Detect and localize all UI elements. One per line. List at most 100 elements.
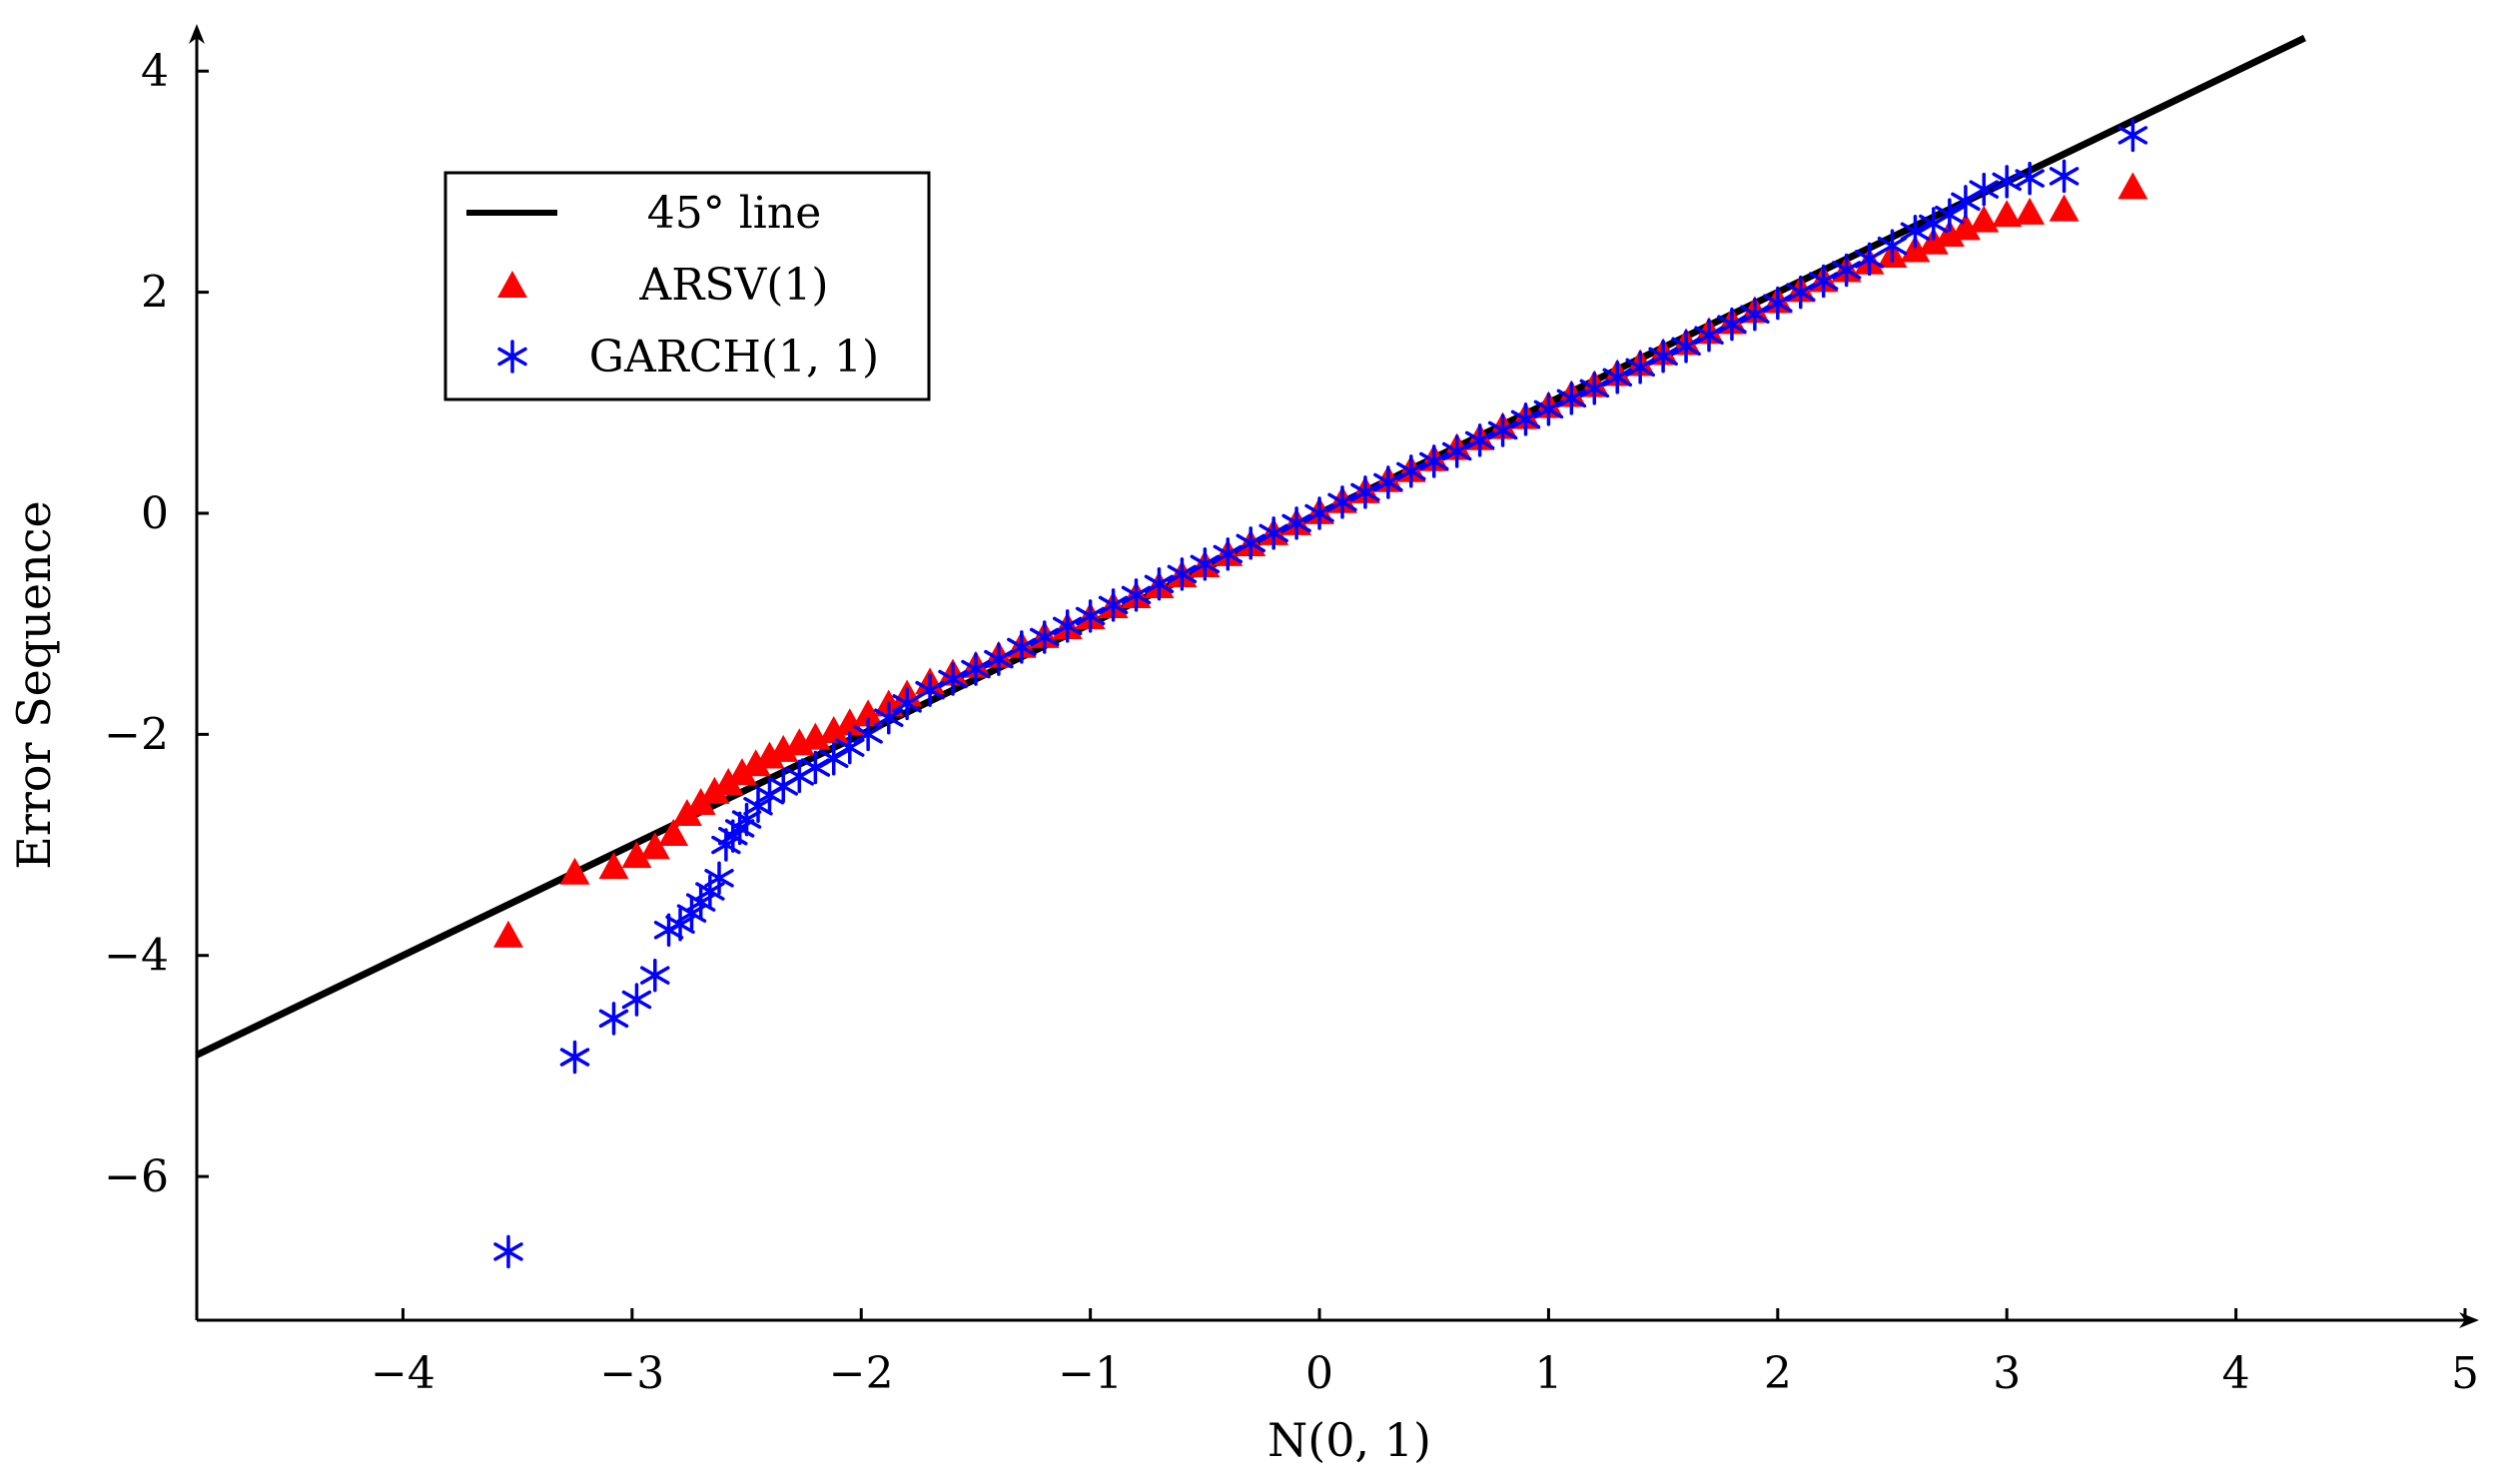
garch-point: [1007, 630, 1037, 664]
garch-point: [1786, 275, 1816, 310]
garch-point: [1144, 567, 1175, 601]
garch-point: [559, 1040, 590, 1075]
garch-point: [1373, 465, 1403, 499]
y-tick-label: 4: [141, 46, 169, 97]
y-tick-label: −2: [104, 709, 169, 760]
arsv-point: [559, 857, 590, 885]
arsv-point: [1918, 227, 1949, 255]
legend-marker-arsv: [497, 271, 527, 298]
garch-point: [621, 983, 652, 1017]
garch-point: [1281, 506, 1311, 540]
legend-label-arsv: ARSV(1): [638, 260, 828, 311]
garch-point: [1648, 340, 1678, 373]
data-layer: [195, 34, 2306, 1269]
x-tick-label: 4: [2222, 1348, 2250, 1399]
garch-point: [1487, 413, 1518, 447]
garch-point: [598, 1002, 629, 1036]
garch-point: [1236, 526, 1265, 560]
garch-point: [493, 1234, 523, 1269]
garch-point: [853, 717, 883, 752]
arsv-point: [2049, 194, 2080, 222]
arsv-point: [2015, 197, 2046, 225]
garch-point: [1877, 229, 1908, 263]
arsv-point: [685, 787, 716, 815]
garch-point: [1396, 454, 1426, 488]
arsv-point: [740, 749, 771, 777]
garch-point: [1510, 402, 1541, 436]
garch-point: [1556, 381, 1587, 415]
garch-point: [1831, 253, 1862, 288]
arsv-point: [818, 716, 849, 744]
arsv-point: [1969, 205, 2000, 233]
garch-point: [1167, 557, 1198, 591]
garch-point: [915, 673, 945, 707]
x-tick-label: 5: [2451, 1348, 2479, 1399]
legend-marker-garch: [497, 340, 527, 373]
garch-point: [731, 802, 762, 837]
garch-point: [2015, 161, 2045, 196]
garch-point: [1213, 537, 1244, 571]
arsv-point: [713, 768, 744, 796]
x-tick-label: 1: [1534, 1348, 1562, 1399]
legend-label-45-line: 45° line: [647, 188, 822, 239]
garch-point: [1030, 620, 1060, 654]
garch-point: [2117, 118, 2148, 153]
x-tick-label: 2: [1764, 1348, 1792, 1399]
garch-point: [1075, 599, 1106, 633]
garch-point: [665, 907, 695, 942]
garch-point: [1969, 172, 2000, 207]
garch-point: [1190, 547, 1221, 581]
garch-point: [1418, 444, 1449, 478]
y-axis-arrow: [189, 24, 205, 44]
arsv-point: [639, 832, 670, 860]
x-tick-label: −1: [1058, 1348, 1123, 1399]
garch-point: [1350, 475, 1380, 509]
garch-point: [704, 861, 734, 895]
arsv-point: [1950, 213, 1981, 241]
x-tick-label: −3: [599, 1348, 664, 1399]
garch-point: [1327, 485, 1357, 519]
garch-point: [2049, 159, 2080, 194]
legend-label-garch: GARCH(1, 1): [589, 332, 879, 382]
garch-point: [1533, 392, 1564, 426]
garch-point: [1464, 423, 1495, 457]
garch-point: [1694, 319, 1724, 353]
garch-point: [1579, 371, 1610, 405]
garch-point: [1259, 516, 1288, 550]
arsv-point: [658, 818, 689, 846]
garch-point: [1671, 330, 1701, 364]
arsv-point: [621, 841, 652, 869]
garch-point: [743, 789, 773, 824]
x-tick-label: −2: [829, 1348, 894, 1399]
arsv-point: [853, 699, 884, 727]
garch-point: [1717, 307, 1747, 342]
arsv-point: [1992, 200, 2023, 228]
garch-point: [1740, 297, 1770, 332]
garch-point: [874, 700, 904, 735]
y-tick-label: −6: [104, 1151, 169, 1202]
garch-point: [724, 811, 755, 846]
garch-point: [1304, 496, 1334, 530]
arsv-point: [492, 920, 523, 948]
x-tick-label: 0: [1305, 1348, 1333, 1399]
series-garch: [493, 118, 2148, 1269]
y-tick-label: 0: [141, 488, 169, 539]
garch-point: [835, 730, 865, 765]
garch-point: [1441, 434, 1472, 468]
legend-triangle-marker: [497, 271, 527, 298]
arsv-point: [598, 852, 629, 880]
arsv-point: [671, 799, 702, 827]
garch-point: [1625, 351, 1655, 384]
y-axis-title: Error Sequence: [7, 500, 61, 870]
legend-asterisk-marker: [497, 340, 527, 373]
arsv-point: [2117, 172, 2148, 200]
y-tick-label: −4: [104, 931, 169, 982]
garch-point: [1098, 588, 1129, 622]
garch-point: [1808, 264, 1839, 299]
garch-point: [1935, 198, 1965, 232]
legend: 45° line ARSV(1) GARCH(1, 1): [443, 171, 931, 401]
arsv-point: [726, 758, 757, 786]
x-tick-label: 3: [1993, 1348, 2021, 1399]
arsv-point: [1900, 235, 1931, 263]
